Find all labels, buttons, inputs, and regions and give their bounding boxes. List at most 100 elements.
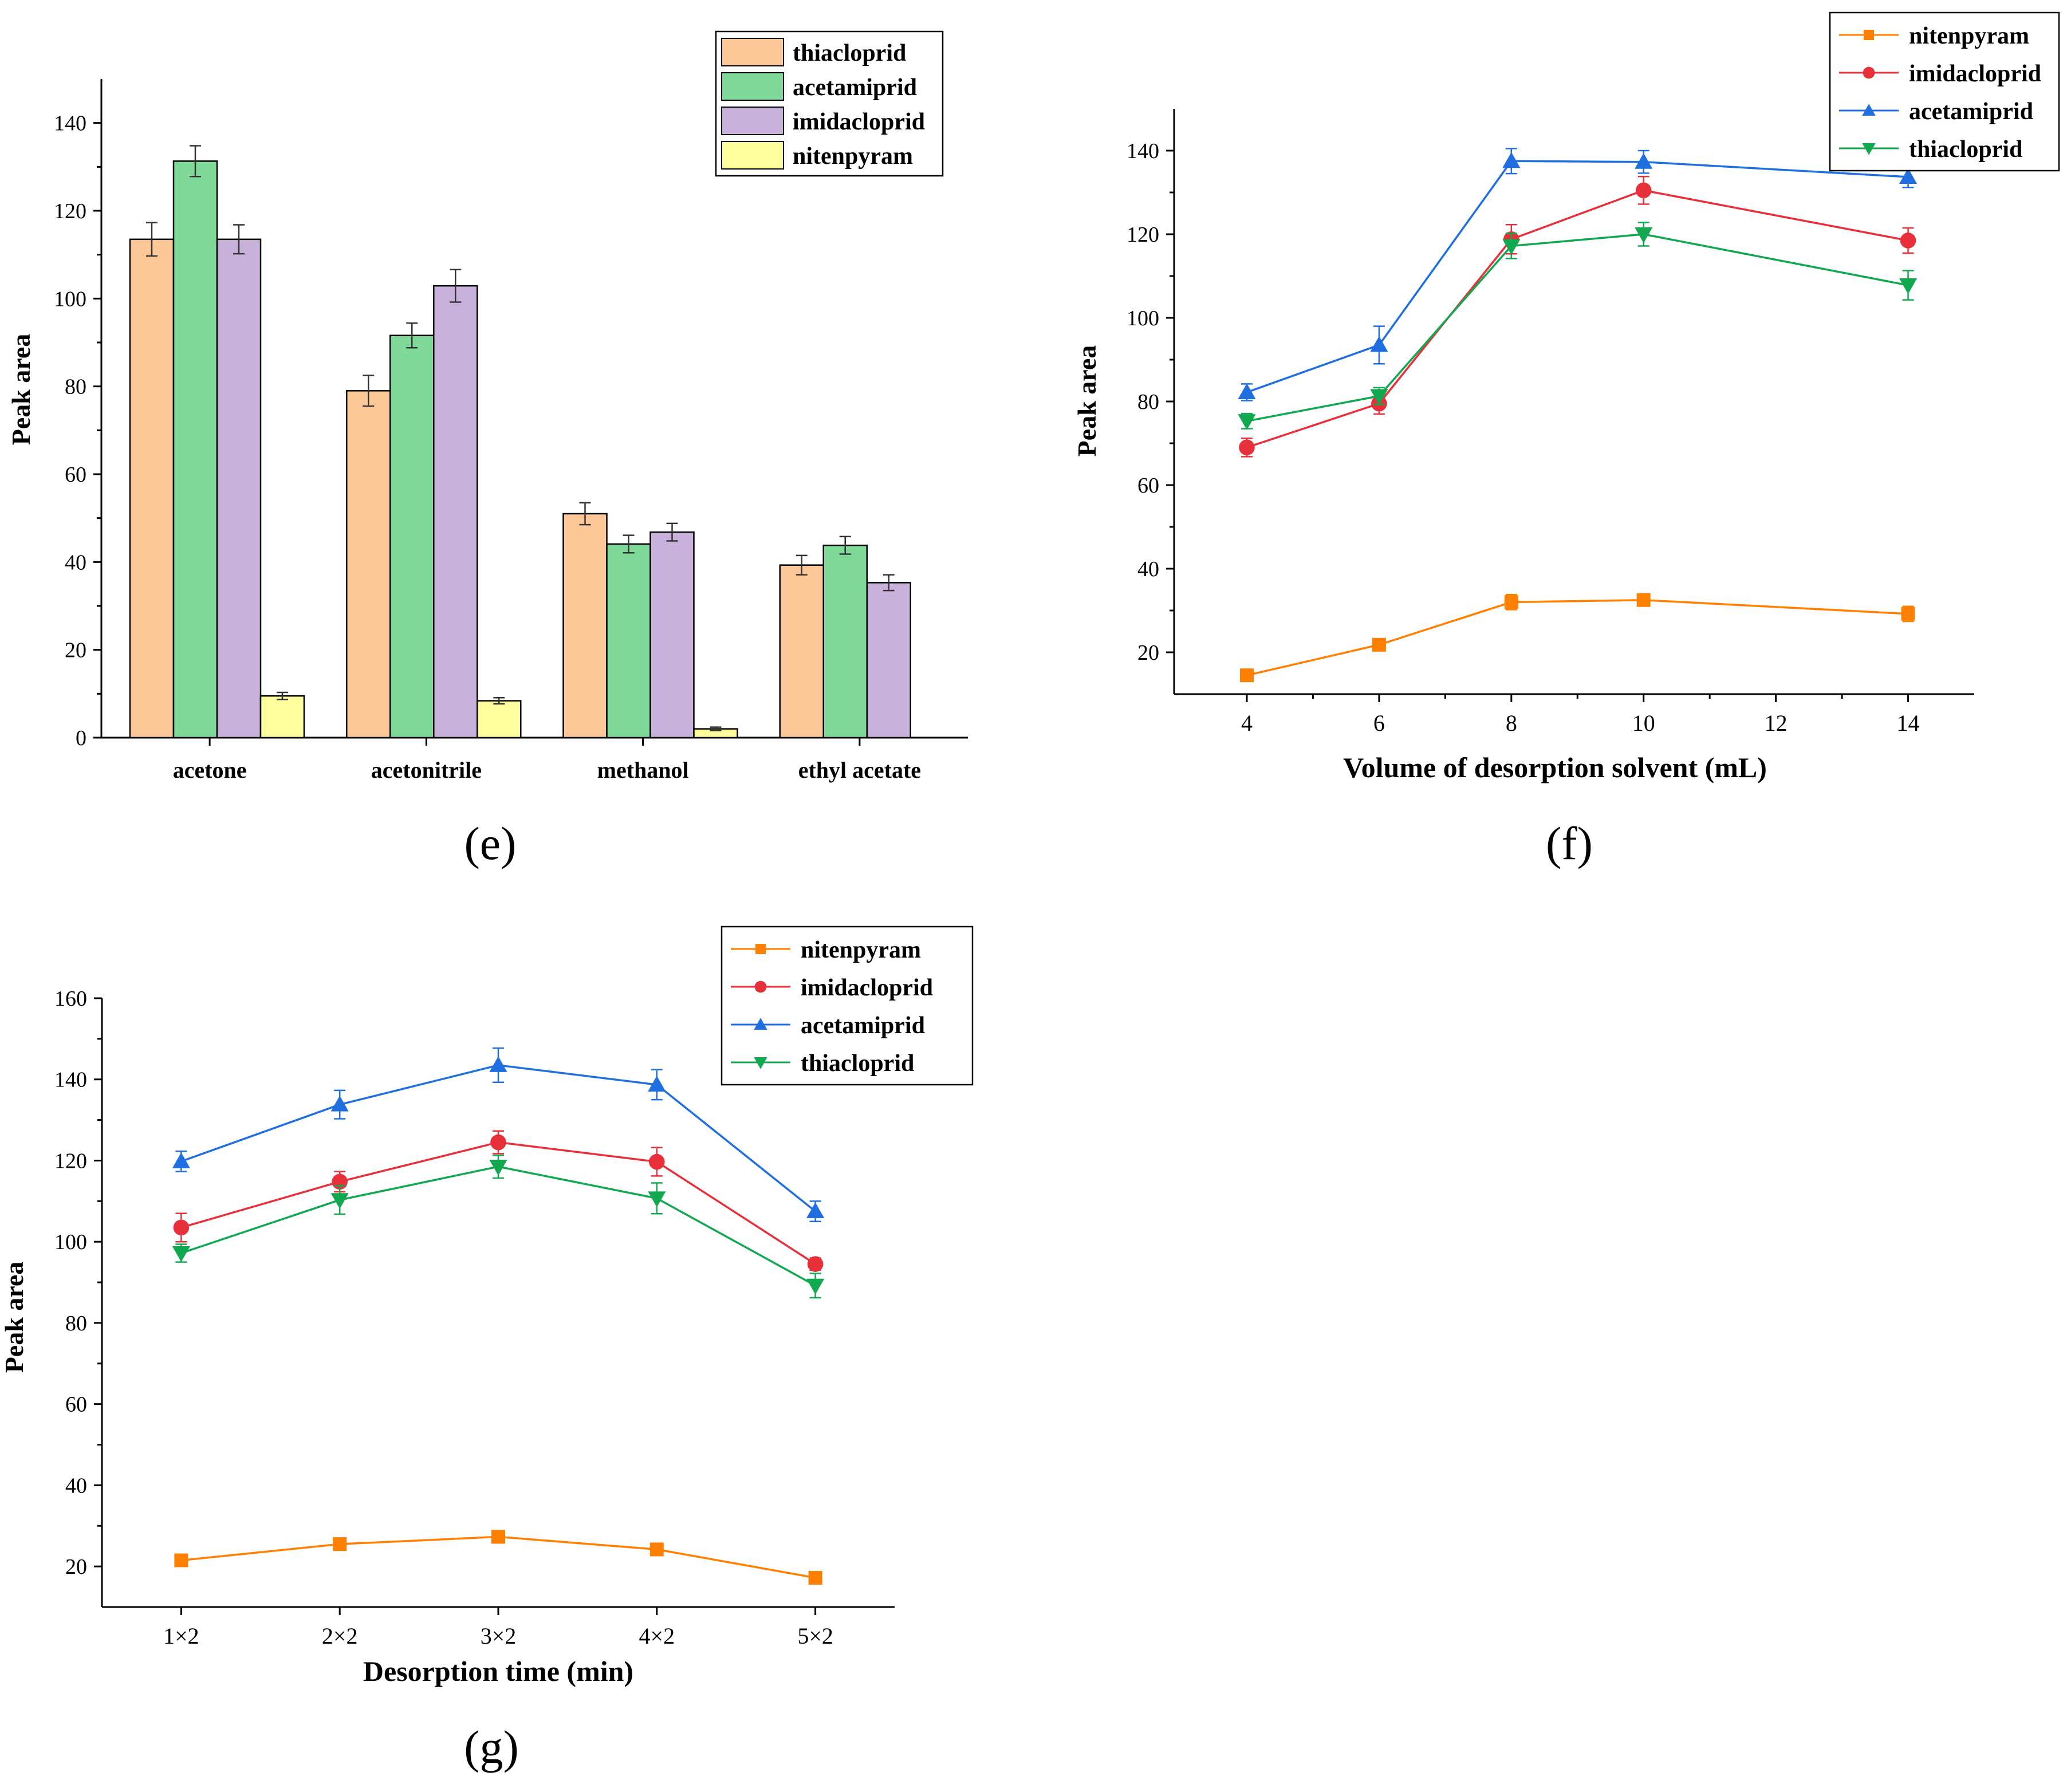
bar xyxy=(129,238,175,739)
legend-label: acetamiprid xyxy=(1909,99,2033,125)
y-tick-label: 20 xyxy=(1137,641,1159,665)
bar xyxy=(433,285,478,739)
data-point xyxy=(172,1152,190,1168)
data-point xyxy=(1370,336,1388,352)
line-chart-solvent-volume: Peak area Volume of desorption solvent (… xyxy=(1072,11,2060,869)
y-tick-label: 60 xyxy=(65,463,86,487)
legend-swatch xyxy=(721,107,784,135)
data-point xyxy=(808,1570,822,1585)
data-point xyxy=(1899,278,1918,294)
y-tick-label: 160 xyxy=(54,987,87,1011)
data-point xyxy=(648,1076,666,1092)
bar xyxy=(562,513,608,739)
y-tick-label: 20 xyxy=(65,639,86,663)
y-tick-label: 100 xyxy=(54,1230,87,1254)
y-tick-label: 140 xyxy=(54,1068,87,1092)
legend-label: thiacloprid xyxy=(801,1050,914,1077)
bar xyxy=(389,334,435,739)
y-tick-label: 80 xyxy=(65,1311,87,1336)
x-tick-label: ethyl acetate xyxy=(798,757,921,783)
x-axis-label: Desorption time (min) xyxy=(363,1655,633,1687)
y-tick-label: 120 xyxy=(54,1149,87,1173)
x-tick-label: 1×2 xyxy=(163,1623,199,1649)
legend-label: nitenpyram xyxy=(1909,23,2029,49)
data-point xyxy=(490,1134,506,1151)
x-tick-label: 4 xyxy=(1241,710,1253,736)
data-point xyxy=(1240,668,1254,683)
data-point xyxy=(754,1057,767,1069)
y-tick-label: 40 xyxy=(65,550,86,574)
x-tick-label: 8 xyxy=(1506,710,1517,736)
bar xyxy=(259,695,305,739)
x-tick-label: 14 xyxy=(1897,710,1920,736)
y-axis-label: Peak area xyxy=(1072,345,1101,457)
data-point xyxy=(1900,233,1916,249)
x-tick-label: methanol xyxy=(597,757,689,783)
data-point xyxy=(1901,606,1915,621)
data-point xyxy=(806,1202,825,1219)
y-tick-label: 100 xyxy=(1127,306,1159,330)
data-point xyxy=(1636,593,1651,607)
y-tick-label: 80 xyxy=(65,375,86,399)
data-point xyxy=(1862,143,1876,155)
legend-label: imidacloprid xyxy=(793,109,925,135)
data-point xyxy=(491,1530,505,1544)
x-tick-label: 12 xyxy=(1765,710,1788,736)
data-point xyxy=(1502,152,1521,168)
bar xyxy=(606,543,651,739)
data-point xyxy=(1899,168,1918,184)
legend-label: thiacloprid xyxy=(793,40,906,66)
y-tick-label: 60 xyxy=(65,1393,87,1417)
data-point xyxy=(330,1193,349,1209)
y-tick-label: 120 xyxy=(1127,223,1159,247)
x-tick-label: acetone xyxy=(173,757,247,783)
data-point xyxy=(754,980,767,993)
data-point xyxy=(649,1542,664,1557)
legend-swatch xyxy=(721,38,784,66)
x-tick-label: 2×2 xyxy=(322,1623,358,1649)
data-point xyxy=(173,1219,190,1236)
y-tick-label: 40 xyxy=(1137,557,1159,581)
panel-label-g: (g) xyxy=(464,1721,519,1773)
data-point xyxy=(489,1056,507,1072)
y-tick-label: 100 xyxy=(54,287,86,311)
data-point xyxy=(172,1246,190,1262)
legend-label: acetamiprid xyxy=(793,74,917,101)
legend-swatch xyxy=(721,141,784,170)
data-point xyxy=(174,1553,188,1567)
x-tick-label: 4×2 xyxy=(639,1623,675,1649)
data-point xyxy=(1239,439,1255,456)
data-point xyxy=(1238,414,1256,430)
data-point xyxy=(754,1018,767,1030)
x-axis-label: Volume of desorption solvent (mL) xyxy=(1343,751,1767,783)
data-point xyxy=(1372,637,1386,652)
legend-label: nitenpyram xyxy=(801,937,921,963)
data-point xyxy=(489,1160,507,1176)
bar xyxy=(346,390,391,739)
y-axis-label: Peak area xyxy=(6,334,36,446)
data-point xyxy=(333,1537,347,1551)
data-point xyxy=(330,1096,349,1112)
bar xyxy=(822,544,868,739)
y-tick-label: 20 xyxy=(65,1555,87,1579)
x-tick-label: 5×2 xyxy=(797,1623,833,1649)
data-point xyxy=(755,944,766,954)
bar xyxy=(172,160,218,739)
legend-swatch xyxy=(721,72,784,101)
data-point xyxy=(1862,104,1876,116)
bar-chart-solvent-type: Peak area (e) 0 20 40 60 80 100 120 140 acetone a… xyxy=(6,30,968,869)
x-tick-label: 10 xyxy=(1632,710,1655,736)
x-tick-label: 3×2 xyxy=(481,1623,517,1649)
y-axis-label: Peak area xyxy=(0,1262,29,1373)
bar xyxy=(866,582,911,739)
y-tick-label: 60 xyxy=(1137,474,1159,498)
legend-label: thiacloprid xyxy=(1909,136,2022,163)
y-tick-label: 140 xyxy=(1127,139,1159,163)
data-point xyxy=(1635,182,1652,199)
bar xyxy=(649,531,695,739)
bar xyxy=(477,700,522,739)
line-chart-desorption-time: Peak area Desorption time (min) (g) 20 40… xyxy=(0,925,974,1773)
y-tick-label: 120 xyxy=(54,199,86,223)
data-point xyxy=(649,1153,665,1170)
